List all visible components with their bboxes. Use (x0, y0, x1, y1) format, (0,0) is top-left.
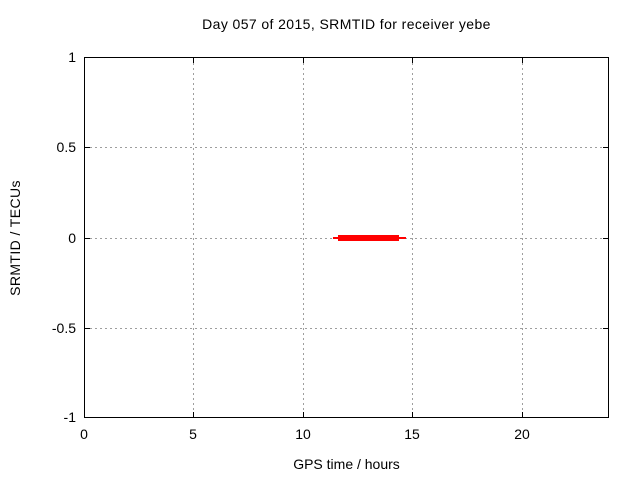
x-axis-label: GPS time / hours (293, 456, 400, 472)
y-tick-label: 0 (68, 230, 76, 246)
grid-line-horizontal (85, 328, 608, 329)
y-tick-mark-right (603, 328, 608, 329)
x-tick-mark-bottom (193, 412, 194, 417)
x-tick-label: 5 (189, 426, 197, 442)
y-tick-mark-right (603, 57, 608, 58)
y-tick-label: 0.5 (56, 139, 76, 155)
x-tick-mark-bottom (303, 412, 304, 417)
x-tick-mark-top (412, 58, 413, 63)
data-segment-thick (338, 235, 399, 241)
x-tick-mark-bottom (84, 412, 85, 417)
y-tick-mark-left (85, 328, 90, 329)
x-tick-label: 20 (514, 426, 530, 442)
x-tick-mark-bottom (522, 412, 523, 417)
x-tick-mark-bottom (412, 412, 413, 417)
chart-title: Day 057 of 2015, SRMTID for receiver yeb… (202, 16, 491, 32)
y-tick-mark-right (603, 238, 608, 239)
x-tick-mark-top (193, 58, 194, 63)
x-tick-mark-top (303, 58, 304, 63)
plot-area (84, 57, 609, 418)
grid-line-vertical (412, 58, 413, 417)
grid-line-vertical (193, 58, 194, 417)
y-tick-label: -0.5 (51, 320, 76, 336)
x-tick-mark-top (84, 58, 85, 63)
y-tick-mark-left (85, 57, 90, 58)
y-tick-mark-right (603, 147, 608, 148)
y-tick-mark-left (85, 147, 90, 148)
y-tick-label: -1 (63, 409, 76, 425)
grid-line-horizontal (85, 147, 608, 148)
grid-line-vertical (522, 58, 523, 417)
y-tick-label: 1 (68, 49, 76, 65)
x-tick-label: 10 (295, 426, 311, 442)
y-tick-mark-left (85, 417, 90, 418)
x-tick-label: 0 (80, 426, 88, 442)
y-tick-mark-left (85, 238, 90, 239)
x-tick-label: 15 (404, 426, 420, 442)
x-tick-mark-top (522, 58, 523, 63)
y-tick-mark-right (603, 417, 608, 418)
grid-line-vertical (303, 58, 304, 417)
